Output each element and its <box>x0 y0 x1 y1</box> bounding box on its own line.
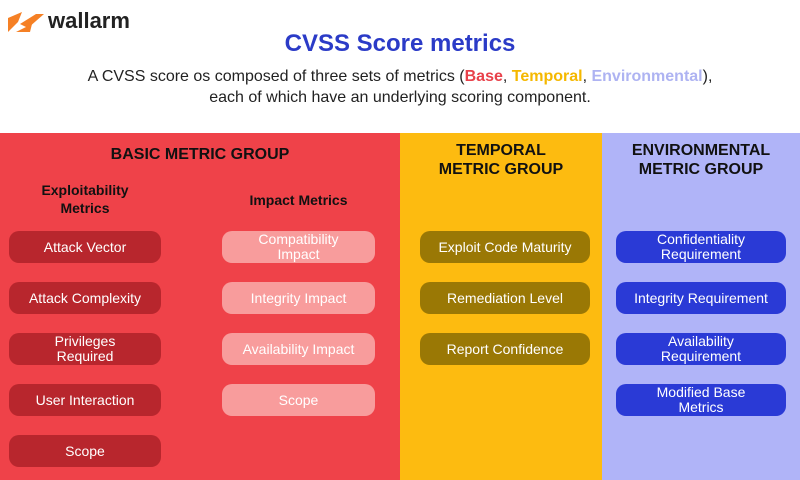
metric-pill: Integrity Requirement <box>616 282 786 314</box>
group-title: BASIC METRIC GROUP <box>110 145 290 163</box>
metric-pill: Report Confidence <box>420 333 590 365</box>
column-title: Exploitability Metrics <box>41 182 129 216</box>
metric-pill: Compatibility Impact <box>222 231 375 263</box>
text: , <box>502 68 512 85</box>
metric-pill: Exploit Code Maturity <box>420 231 590 263</box>
metric-pill: Attack Complexity <box>9 282 161 314</box>
subtitle: A CVSS score os composed of three sets o… <box>0 68 800 86</box>
text: , <box>582 68 592 85</box>
metric-pill: Scope <box>9 435 161 467</box>
text: A CVSS score os composed of three sets o… <box>87 68 465 85</box>
subtitle: each of which have an underlying scoring… <box>209 89 591 106</box>
logo-icon <box>8 12 44 32</box>
metric-pill: Confidentiality Requirement <box>616 231 786 263</box>
metric-pill: Remediation Level <box>420 282 590 314</box>
logo: wallarm <box>48 8 130 33</box>
text: ), <box>702 68 713 85</box>
keyword: Base <box>464 68 503 85</box>
metric-pill: Integrity Impact <box>222 282 375 314</box>
column-title: Impact Metrics <box>249 192 348 208</box>
metric-pill: Availability Requirement <box>616 333 786 365</box>
keyword: Environmental <box>591 68 703 85</box>
metric-pill: Attack Vector <box>9 231 161 263</box>
group-title: ENVIRONMENTAL METRIC GROUP <box>631 142 771 178</box>
metric-pill: Modified Base Metrics <box>616 384 786 416</box>
title: CVSS Score metrics <box>284 30 516 57</box>
metric-pill: Availability Impact <box>222 333 375 365</box>
group-title: TEMPORAL METRIC GROUP <box>438 142 564 178</box>
metric-pill: Scope <box>222 384 375 416</box>
keyword: Temporal <box>511 68 583 85</box>
metric-pill: Privileges Required <box>9 333 161 365</box>
metric-pill: User Interaction <box>9 384 161 416</box>
